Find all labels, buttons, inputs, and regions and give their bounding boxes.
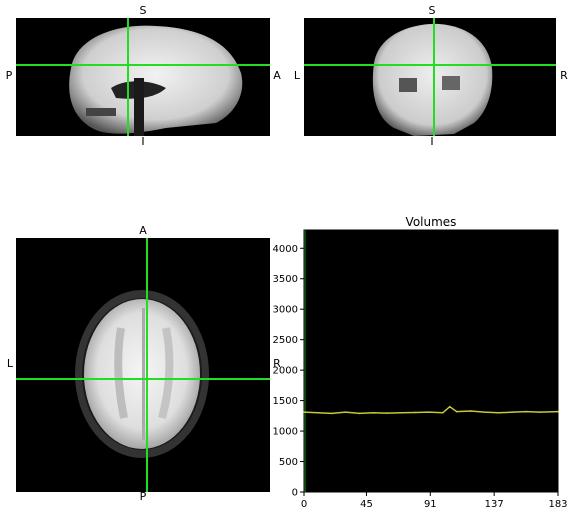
coronal-right-label: R [560, 69, 568, 82]
x-tick-label: 183 [548, 499, 567, 510]
data-point [414, 411, 416, 414]
y-tick-label: 2500 [273, 335, 298, 346]
data-point [358, 412, 361, 415]
coronal-view[interactable] [304, 18, 556, 136]
sagittal-right-label: A [273, 69, 281, 82]
axial-view[interactable] [16, 238, 270, 492]
coronal-crosshair-horizontal [304, 64, 556, 66]
sagittal-top-label: S [139, 4, 147, 17]
data-point [511, 411, 513, 413]
data-point [557, 410, 559, 413]
data-point [469, 410, 472, 412]
data-point [448, 405, 451, 408]
data-point [539, 411, 541, 413]
y-tick-label: 500 [279, 457, 298, 468]
x-tick-label: 137 [485, 499, 504, 510]
y-tick-label: 3500 [273, 274, 298, 285]
sagittal-crosshair-horizontal [16, 64, 270, 66]
coronal-left-label: L [293, 69, 301, 82]
sagittal-brain-image [69, 25, 243, 136]
chart-title: Volumes [405, 215, 457, 229]
y-tick-label: 4000 [273, 244, 298, 255]
x-tick-label: 0 [301, 499, 307, 510]
y-tick-label: 0 [292, 488, 298, 499]
sagittal-left-label: P [5, 69, 13, 82]
y-tick-label: 1500 [273, 396, 298, 407]
plot-area [303, 229, 559, 493]
x-tick-label: 91 [424, 499, 437, 510]
data-point [344, 411, 347, 413]
coronal-top-label: S [428, 4, 436, 17]
axial-crosshair-horizontal [16, 378, 270, 380]
axial-crosshair-vertical [146, 238, 148, 492]
axial-left-label: L [6, 357, 14, 370]
data-point [330, 412, 333, 415]
axial-top-label: A [139, 224, 147, 237]
sagittal-view[interactable] [16, 18, 270, 136]
sagittal-crosshair-vertical [127, 18, 129, 136]
data-point [303, 411, 305, 413]
data-point [525, 410, 527, 413]
axial-right-label: R [273, 357, 281, 370]
data-point [428, 411, 430, 413]
coronal-bottom-label: I [430, 135, 434, 148]
coronal-brain-image [372, 23, 493, 136]
data-point [386, 412, 389, 414]
coronal-crosshair-vertical [433, 18, 435, 136]
data-point [317, 411, 319, 414]
series-line-0 [303, 405, 559, 415]
data-point [497, 411, 500, 414]
axial-bottom-label: P [139, 490, 147, 503]
y-tick-label: 1000 [273, 427, 298, 438]
x-tick-label: 45 [360, 499, 373, 510]
data-point [483, 411, 486, 413]
data-point [400, 411, 402, 414]
data-point [455, 410, 458, 413]
sagittal-bottom-label: I [141, 135, 145, 148]
data-point [441, 411, 444, 414]
data-point [372, 411, 375, 414]
axial-brain-image [75, 290, 209, 458]
y-tick-label: 3000 [273, 305, 298, 316]
